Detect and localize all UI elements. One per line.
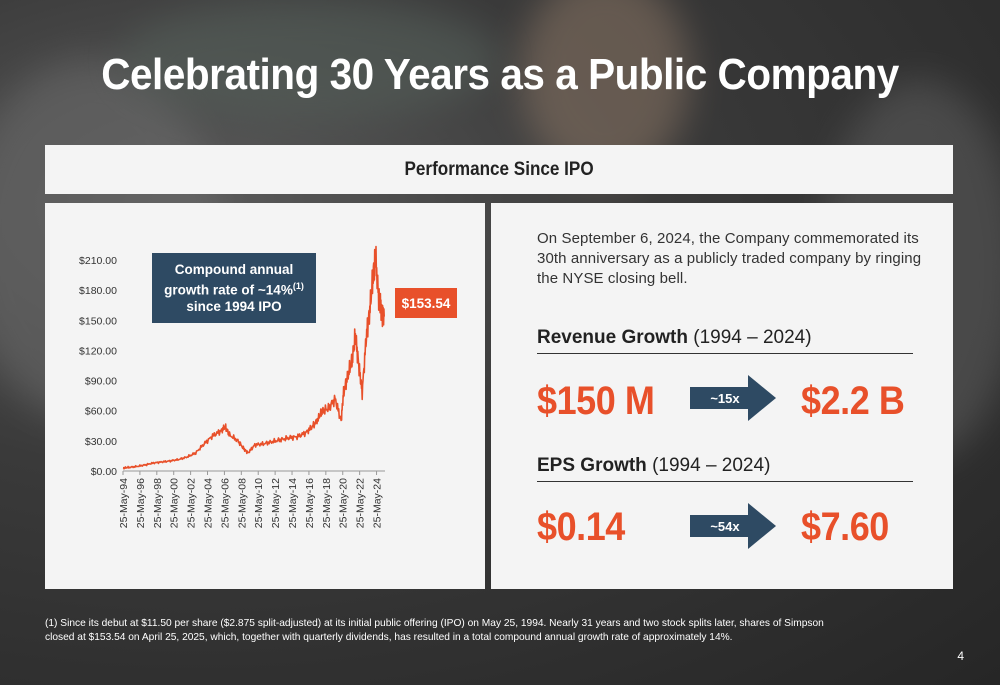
- callout-line-2: growth rate of ~14%(1): [152, 278, 316, 299]
- x-tick-label: 25-May-10: [253, 478, 265, 528]
- footnote: (1) Since its debut at $11.50 per share …: [45, 618, 824, 643]
- arrow-head-icon: [748, 375, 776, 421]
- page-title: Celebrating 30 Years as a Public Company: [101, 50, 899, 99]
- stock-price-line: [122, 245, 385, 470]
- revenue-multiple: ~15x: [690, 387, 750, 409]
- arrow-head-icon: [748, 503, 776, 549]
- eps-multiple: ~54x: [690, 515, 750, 537]
- revenue-growth-label: Revenue Growth: [537, 327, 688, 348]
- stock-price-chart: $0.00 $30.00 $60.00 $90.00 $120.00 $150.00 $18…: [79, 245, 385, 528]
- x-tick-label: 25-May-94: [118, 478, 130, 528]
- eps-growth-heading: EPS Growth (1994 – 2024): [537, 455, 913, 482]
- x-tick-label: 25-May-08: [236, 478, 248, 528]
- x-tick-label: 25-May-12: [270, 478, 282, 528]
- x-tick-label: 25-May-04: [203, 478, 215, 528]
- x-tick-label: 25-May-98: [152, 478, 164, 528]
- x-tick-label: 25-May-14: [287, 478, 299, 528]
- x-tick-label: 25-May-22: [355, 478, 367, 528]
- x-tick-label: 25-May-20: [338, 478, 350, 528]
- revenue-end-value: $2.2 B: [801, 379, 905, 423]
- y-tick-label: $150.00: [79, 315, 117, 327]
- callout-line-2-text: growth rate of ~14%: [164, 282, 293, 298]
- eps-growth-label: EPS Growth: [537, 455, 647, 476]
- section-header-text: Performance Since IPO: [404, 158, 594, 180]
- x-tick-label: 25-May-16: [304, 478, 316, 528]
- eps-end-value: $7.60: [801, 505, 889, 549]
- y-tick-label: $90.00: [85, 376, 117, 388]
- footnote-marker: (1): [292, 280, 304, 291]
- x-tick-label: 25-May-24: [372, 478, 384, 528]
- stats-panel: On September 6, 2024, the Company commem…: [491, 203, 953, 589]
- callout-line-1: Compound annual: [174, 261, 294, 277]
- x-tick-label: 25-May-00: [169, 478, 181, 528]
- eps-start-value: $0.14: [537, 505, 625, 549]
- y-tick-label: $60.00: [85, 406, 117, 418]
- x-tick-label: 25-May-06: [219, 478, 231, 528]
- y-tick-label: $0.00: [91, 466, 117, 478]
- eps-growth-range: (1994 – 2024): [652, 455, 771, 476]
- section-header: Performance Since IPO: [45, 145, 953, 194]
- x-tick-label: 25-May-18: [321, 478, 333, 528]
- x-tick-label: 25-May-96: [135, 478, 147, 528]
- page-number: 4: [957, 649, 964, 663]
- cagr-callout: Compound annual growth rate of ~14%(1) s…: [152, 253, 316, 323]
- current-price-tag: $153.54: [395, 288, 457, 318]
- y-tick-label: $180.00: [79, 285, 117, 297]
- callout-line-3: since 1994 IPO: [186, 299, 282, 315]
- y-tick-label: $120.00: [79, 345, 117, 357]
- revenue-growth-heading: Revenue Growth (1994 – 2024): [537, 327, 913, 354]
- revenue-start-value: $150 M: [537, 379, 655, 423]
- revenue-growth-range: (1994 – 2024): [693, 327, 812, 348]
- chart-panel: $0.00 $30.00 $60.00 $90.00 $120.00 $150.00 $18…: [45, 203, 485, 589]
- y-tick-label: $210.00: [79, 255, 117, 267]
- anniversary-description: On September 6, 2024, the Company commem…: [537, 230, 922, 287]
- background-photo-shape: [120, 0, 500, 120]
- x-tick-label: 25-May-02: [186, 478, 198, 528]
- y-tick-label: $30.00: [85, 436, 117, 448]
